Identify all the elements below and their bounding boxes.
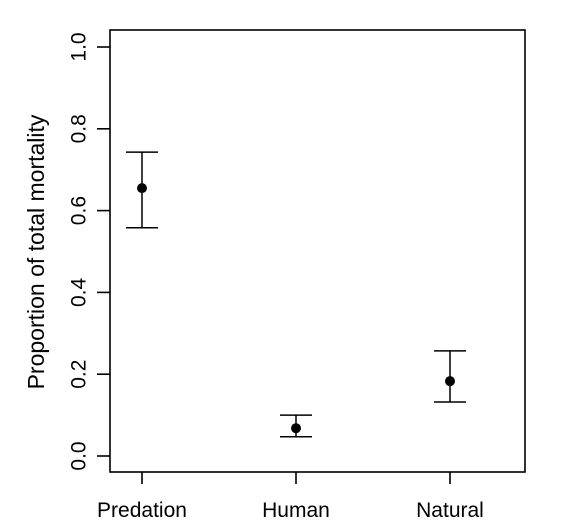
y-tick-label-0: 0.0 xyxy=(68,441,91,470)
y-tick-label-3: 0.6 xyxy=(68,196,91,225)
y-tick-label-1: 0.2 xyxy=(68,360,91,389)
x-tick-label-2: Natural xyxy=(416,499,484,522)
data-marks xyxy=(126,151,466,438)
data-point-0 xyxy=(137,183,147,194)
y-tick-label-5: 1.0 xyxy=(68,32,91,61)
data-point-2 xyxy=(445,376,455,387)
x-axis: Predation Human Natural xyxy=(97,472,484,522)
data-point-1 xyxy=(291,423,301,434)
y-tick-label-4: 0.8 xyxy=(68,114,91,143)
x-tick-label-0: Predation xyxy=(97,499,187,522)
x-tick-label-1: Human xyxy=(262,499,330,522)
y-axis-title: Proportion of total mortality xyxy=(23,114,49,389)
plot-frame xyxy=(109,29,526,473)
y-axis: 0.0 0.2 0.4 0.6 0.8 1.0 xyxy=(68,32,110,471)
y-tick-label-2: 0.4 xyxy=(68,277,91,307)
